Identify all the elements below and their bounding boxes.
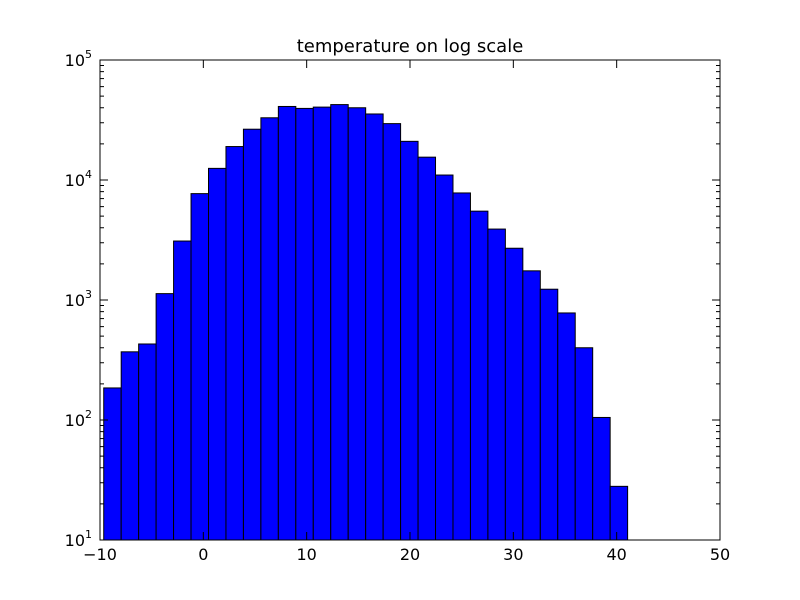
histogram-bar (208, 167, 227, 541)
y-tick-label-base: 10 (65, 291, 85, 310)
x-tick-label: 10 (296, 545, 316, 564)
x-tick-label: 20 (400, 545, 420, 564)
y-tick-label: 102 (65, 408, 92, 430)
y-tick-label-exponent: 2 (85, 408, 92, 421)
x-tick-label: 30 (503, 545, 523, 564)
histogram-bar (417, 156, 437, 541)
x-tick-label: −10 (83, 545, 117, 564)
histogram-bar (120, 351, 140, 541)
histogram-bar (103, 387, 122, 541)
histogram-bar (452, 192, 471, 541)
histogram-bar (400, 140, 419, 541)
ticks-layer (99, 59, 721, 541)
histogram-bar (574, 347, 594, 541)
histogram-bar (312, 106, 332, 541)
histogram-bar (539, 288, 559, 541)
histogram-bar (435, 174, 454, 541)
y-tick-label-exponent: 1 (85, 528, 92, 541)
y-tick-label: 105 (65, 48, 92, 70)
y-tick-label-exponent: 4 (85, 168, 92, 181)
histogram-bar (609, 485, 629, 541)
histogram-bar (277, 105, 297, 541)
x-tick-label: 0 (198, 545, 208, 564)
histogram-bar (557, 312, 576, 541)
y-tick-label-exponent: 3 (85, 288, 92, 301)
histogram-bar (173, 240, 192, 541)
histogram-bar (365, 113, 384, 541)
histogram-bar (138, 343, 157, 541)
chart-title: temperature on log scale (297, 36, 524, 57)
histogram-bar (225, 146, 244, 541)
histogram-bar (522, 270, 541, 541)
bars-layer (103, 104, 629, 541)
histogram-bar (190, 193, 209, 541)
x-tick-label: 50 (710, 545, 730, 564)
y-tick-label-base: 10 (65, 531, 85, 550)
histogram-bar (260, 117, 279, 541)
histogram-bar (242, 128, 262, 541)
histogram-bar (330, 104, 349, 541)
histogram-bar (592, 416, 611, 541)
y-tick-label: 104 (65, 168, 92, 190)
histogram-bar (295, 107, 314, 541)
histogram-bar (469, 210, 489, 541)
y-tick-label: 103 (65, 288, 92, 310)
histogram-bar (382, 123, 402, 541)
x-tick-label: 40 (606, 545, 626, 564)
histogram-bar (487, 228, 506, 541)
histogram-bar (504, 247, 524, 541)
y-tick-label: 101 (65, 528, 92, 550)
y-tick-label-base: 10 (65, 51, 85, 70)
histogram-bar (155, 293, 175, 541)
y-tick-label-base: 10 (65, 171, 85, 190)
y-tick-label-base: 10 (65, 411, 85, 430)
histogram-bar (347, 107, 367, 541)
y-tick-label-exponent: 5 (85, 48, 92, 61)
